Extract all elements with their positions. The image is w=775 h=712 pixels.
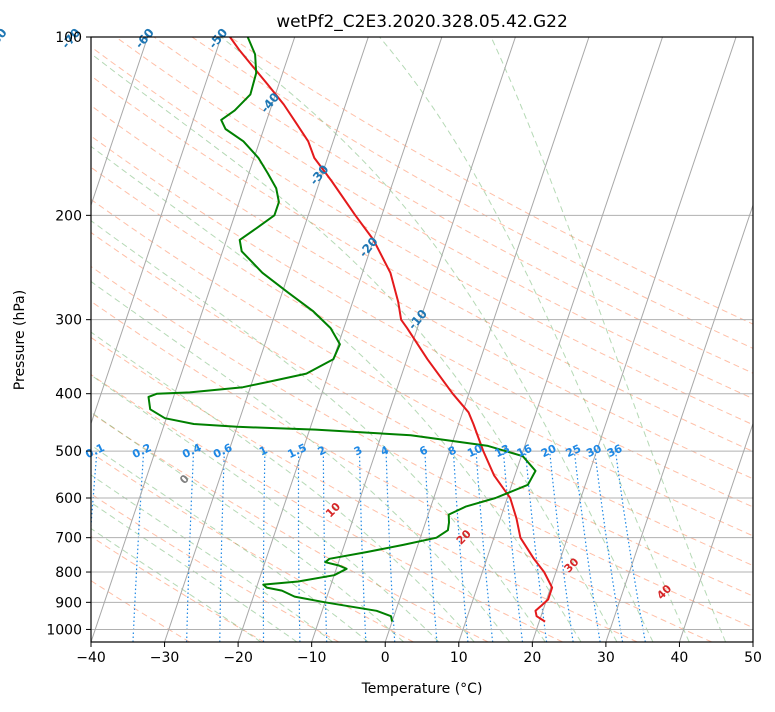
chart-title: wetPf2_C2E3.2020.328.05.42.G22 [276, 12, 568, 32]
y-tick-label: 800 [55, 565, 82, 581]
y-tick-label: 600 [55, 491, 82, 507]
y-tick-label: 500 [55, 444, 82, 460]
x-tick-label: −10 [297, 650, 327, 666]
x-tick-label: 50 [744, 650, 762, 666]
y-axis-label: Pressure (hPa) [12, 290, 28, 390]
x-tick-label: −20 [223, 650, 253, 666]
y-tick-label: 900 [55, 595, 82, 611]
y-tick-label: 1000 [46, 622, 82, 638]
x-tick-label: 0 [381, 650, 390, 666]
y-tick-label: 200 [55, 208, 82, 224]
x-axis-label: Temperature (°C) [361, 681, 483, 697]
y-tick-label: 400 [55, 387, 82, 403]
y-tick-label: 300 [55, 313, 82, 329]
x-tick-label: −30 [150, 650, 180, 666]
x-tick-label: 30 [597, 650, 615, 666]
x-tick-label: 10 [450, 650, 468, 666]
y-tick-label: 100 [55, 30, 82, 46]
x-tick-label: 40 [671, 650, 689, 666]
y-tick-label: 700 [55, 531, 82, 547]
x-tick-label: −40 [76, 650, 106, 666]
x-tick-label: 20 [523, 650, 541, 666]
